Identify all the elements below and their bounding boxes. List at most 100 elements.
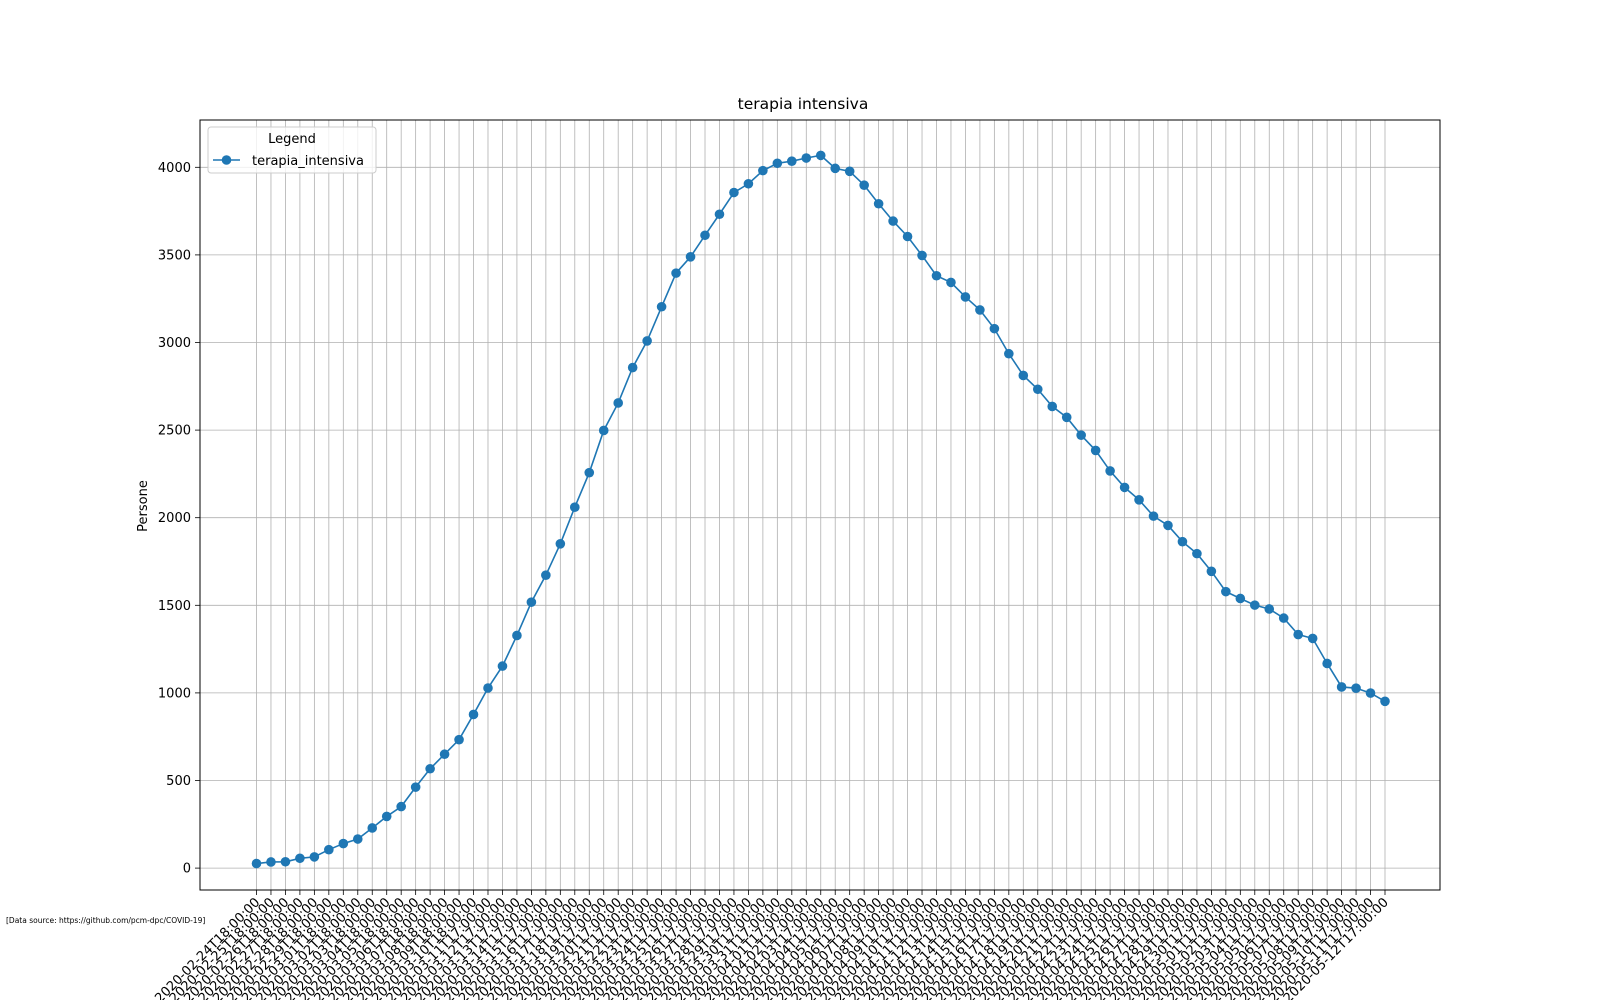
legend-entry-label: terapia_intensiva xyxy=(252,154,364,169)
data-point xyxy=(743,178,754,189)
data-point xyxy=(1047,401,1058,412)
data-point xyxy=(1293,629,1303,640)
data-point xyxy=(1380,696,1390,707)
data-point xyxy=(888,216,898,226)
data-point xyxy=(642,336,652,346)
data-point xyxy=(367,823,378,833)
data-point xyxy=(700,230,710,241)
legend: Legend terapia_intensiva xyxy=(207,126,377,174)
data-point xyxy=(1163,520,1173,531)
data-point xyxy=(324,844,334,855)
data-point xyxy=(772,158,783,169)
data-point xyxy=(526,597,537,607)
y-tick-label: 2500 xyxy=(158,424,191,439)
data-point xyxy=(1134,495,1144,505)
data-point xyxy=(1206,566,1217,577)
data-point xyxy=(917,250,927,261)
data-point xyxy=(1119,482,1130,493)
data-point xyxy=(425,763,435,774)
data-point xyxy=(295,853,305,864)
data-point xyxy=(396,801,406,812)
y-axis-label: Persone xyxy=(136,480,151,532)
data-point xyxy=(975,305,985,315)
data-point xyxy=(801,153,812,163)
data-point xyxy=(410,782,421,792)
data-point xyxy=(1365,688,1376,698)
data-point xyxy=(1249,600,1260,610)
data-point xyxy=(627,362,638,373)
data-point xyxy=(960,292,971,302)
legend-title: Legend xyxy=(268,132,316,147)
data-point xyxy=(266,857,276,867)
data-point xyxy=(381,811,392,822)
data-point xyxy=(830,163,841,174)
data-point xyxy=(352,834,363,844)
data-point xyxy=(1336,682,1347,692)
data-point xyxy=(497,661,508,671)
grid-lines xyxy=(200,120,1440,890)
data-point xyxy=(1351,683,1361,693)
data-point xyxy=(656,301,667,312)
data-point xyxy=(439,749,450,760)
data-point xyxy=(815,150,826,161)
data-point xyxy=(1061,412,1072,423)
y-tick-label: 3500 xyxy=(158,248,191,263)
y-axis: 0 500 1000 1500 2000 2500 3000 3500 4000 xyxy=(158,161,200,877)
data-point xyxy=(309,852,320,862)
series-group xyxy=(251,150,1390,869)
data-point xyxy=(1264,604,1275,614)
y-tick-label: 2000 xyxy=(158,511,191,526)
data-point xyxy=(512,630,522,641)
data-point xyxy=(859,180,869,190)
data-point xyxy=(569,502,580,512)
data-point xyxy=(1148,511,1159,521)
data-point xyxy=(584,467,595,478)
data-point xyxy=(989,323,1000,334)
data-point xyxy=(483,683,493,693)
data-point xyxy=(1235,593,1246,604)
data-point xyxy=(338,838,349,849)
data-point xyxy=(714,209,725,220)
y-tick-label: 4000 xyxy=(158,161,191,176)
data-point xyxy=(1018,370,1029,381)
plot-frame xyxy=(199,119,1441,891)
data-point xyxy=(1221,586,1231,597)
y-tick-label: 0 xyxy=(183,862,191,877)
legend-box xyxy=(207,126,377,174)
chart-title: terapia intensiva xyxy=(738,95,869,113)
data-point xyxy=(844,166,855,177)
data-point xyxy=(1090,445,1101,456)
data-point xyxy=(1076,430,1086,440)
data-point xyxy=(541,570,551,580)
data-point xyxy=(454,734,464,745)
data-point xyxy=(931,270,942,281)
data-point xyxy=(685,252,696,262)
y-tick-label: 3000 xyxy=(158,336,191,351)
data-point xyxy=(1004,348,1014,359)
data-point xyxy=(1177,536,1188,547)
data-point xyxy=(873,198,884,209)
data-point xyxy=(1322,658,1332,669)
data-point xyxy=(251,858,262,869)
data-point xyxy=(1307,633,1318,644)
data-point xyxy=(598,425,609,436)
data-point xyxy=(468,709,479,720)
y-tick-label: 500 xyxy=(166,774,191,789)
legend-marker xyxy=(221,155,232,165)
data-point xyxy=(1192,548,1202,559)
data-point xyxy=(555,539,566,549)
data-point xyxy=(1105,466,1115,476)
data-point xyxy=(902,231,913,242)
data-source-note: [Data source: https://github.com/pcm-dpc… xyxy=(6,916,206,925)
data-point xyxy=(787,156,797,166)
data-point xyxy=(946,277,956,288)
y-tick-label: 1000 xyxy=(158,686,191,701)
data-point xyxy=(1278,613,1289,623)
data-point xyxy=(671,268,681,278)
x-axis: 2020-02-24T18:00:002020-02-25T18:00:0020… xyxy=(152,890,1392,1000)
data-point xyxy=(613,398,623,408)
data-point xyxy=(1032,384,1043,395)
data-point xyxy=(729,187,739,198)
y-tick-label: 1500 xyxy=(158,599,191,614)
